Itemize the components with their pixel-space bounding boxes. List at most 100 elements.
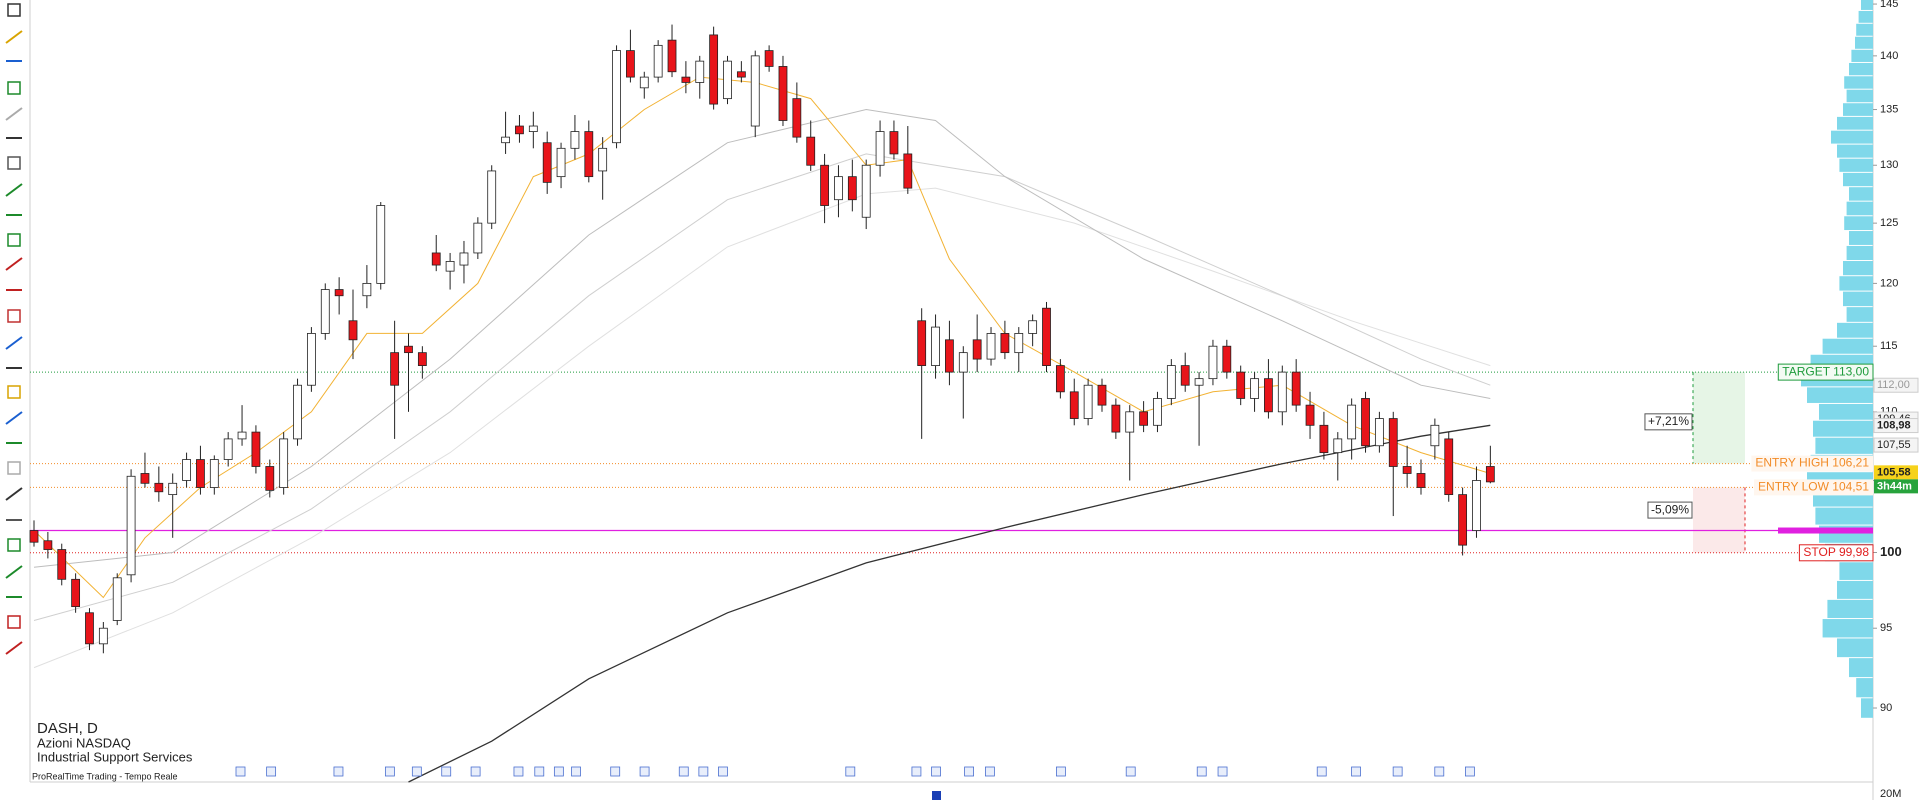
volume-profile-bar <box>1837 580 1873 599</box>
candle-body <box>376 205 386 284</box>
volume-profile-bar <box>1815 507 1873 525</box>
event-icon[interactable] <box>1056 766 1066 777</box>
tool-icon[interactable] <box>7 615 21 629</box>
volume-profile-bar <box>1844 76 1873 89</box>
tool-icon[interactable] <box>7 461 21 475</box>
volume-profile-bar <box>1861 698 1873 718</box>
candle-body <box>1166 365 1176 399</box>
candle-body <box>958 352 968 373</box>
event-icon[interactable] <box>718 766 728 777</box>
event-icon[interactable] <box>553 766 564 777</box>
tool-icon[interactable] <box>5 487 23 501</box>
volume-profile-bar <box>1837 322 1873 338</box>
event-icon[interactable] <box>845 766 856 777</box>
volume-profile-bar <box>1851 49 1873 62</box>
volume-profile-bar <box>1843 261 1873 276</box>
event-icon[interactable] <box>235 766 246 777</box>
tool-icon[interactable] <box>7 309 21 323</box>
tool-icon[interactable] <box>7 3 21 17</box>
candle-body <box>695 60 705 83</box>
tool-icon[interactable] <box>7 538 21 552</box>
event-icon[interactable] <box>911 766 922 777</box>
volume-profile-bar <box>1843 291 1873 307</box>
tool-icon[interactable] <box>7 81 21 95</box>
event-icon[interactable] <box>441 766 452 777</box>
candle-body <box>85 612 94 645</box>
event-icon[interactable] <box>534 766 545 777</box>
gain-label: +7,21% <box>1648 414 1689 428</box>
volume-profile-bar <box>1846 89 1873 103</box>
candle-body <box>348 320 358 341</box>
tool-icon[interactable] <box>5 183 23 197</box>
event-icon[interactable] <box>1351 766 1361 777</box>
volume-profile-bar <box>1849 658 1873 678</box>
level-label: TARGET 113,00 <box>1782 364 1869 378</box>
volume-profile-bar <box>1856 23 1873 36</box>
candle-body <box>875 131 885 166</box>
candle-body <box>182 459 191 481</box>
tool-icon[interactable] <box>5 411 23 425</box>
tool-icon[interactable] <box>5 565 23 579</box>
candle-body <box>362 282 372 297</box>
candle-body <box>972 339 982 360</box>
sector: Industrial Support Services <box>37 749 193 764</box>
candle-body <box>487 170 497 224</box>
event-icon[interactable] <box>639 766 650 777</box>
candle-body <box>251 431 261 467</box>
gain-zone <box>1693 372 1745 464</box>
loss-label: -5,09% <box>1651 502 1689 516</box>
volume-profile-bar <box>1843 103 1873 116</box>
tool-icon[interactable] <box>5 107 23 121</box>
candle-body <box>750 55 760 127</box>
candle-body <box>1097 384 1107 406</box>
y-tick-label: 135 <box>1880 103 1898 115</box>
candle-body <box>1374 418 1384 447</box>
event-icon[interactable] <box>384 766 395 777</box>
event-icon[interactable] <box>1434 766 1445 777</box>
candle-body <box>1319 424 1329 454</box>
event-icon[interactable] <box>610 766 621 777</box>
price-marker-label: 105,58 <box>1877 466 1911 478</box>
event-icon[interactable] <box>931 766 941 777</box>
event-icon[interactable] <box>1316 766 1327 777</box>
event-icon[interactable] <box>1392 766 1403 777</box>
tool-icon[interactable] <box>5 336 23 350</box>
event-icon[interactable] <box>678 766 689 777</box>
event-icon[interactable] <box>1217 766 1228 777</box>
volume-profile-bar <box>1837 116 1873 130</box>
candle-body <box>1472 480 1481 531</box>
event-icon[interactable] <box>266 766 277 777</box>
event-icon[interactable] <box>698 766 709 777</box>
event-icon[interactable] <box>984 766 995 777</box>
source: ProRealTime Trading - Tempo Reale <box>32 771 178 781</box>
event-icon[interactable] <box>1465 766 1475 777</box>
tool-icon[interactable] <box>7 385 21 399</box>
tool-icon[interactable] <box>7 156 21 170</box>
candle-body <box>29 530 39 543</box>
volume-profile-bar <box>1856 678 1873 698</box>
candle-body <box>501 136 510 144</box>
volume-profile-bar <box>1819 403 1873 420</box>
event-icon[interactable] <box>964 766 974 777</box>
volume-profile-bar <box>1858 10 1873 23</box>
candle-body <box>154 482 164 493</box>
candle-body <box>445 261 455 272</box>
tool-icon[interactable] <box>5 641 23 655</box>
tool-icon[interactable] <box>7 233 21 247</box>
tool-icon[interactable] <box>5 30 23 44</box>
candle-body <box>168 482 178 496</box>
event-icon[interactable] <box>411 766 422 777</box>
event-icon[interactable] <box>333 766 344 777</box>
event-icon[interactable] <box>1196 766 1207 777</box>
tool-icon[interactable] <box>5 257 23 271</box>
candle-body <box>459 252 469 266</box>
candle-body <box>598 147 608 172</box>
event-icon[interactable] <box>571 766 581 777</box>
event-icon[interactable] <box>513 766 524 777</box>
candle-body <box>320 289 330 334</box>
event-icon[interactable] <box>470 766 481 777</box>
symbol: DASH, D <box>37 720 98 737</box>
event-icon[interactable] <box>1125 766 1136 777</box>
candle-body <box>570 131 580 149</box>
